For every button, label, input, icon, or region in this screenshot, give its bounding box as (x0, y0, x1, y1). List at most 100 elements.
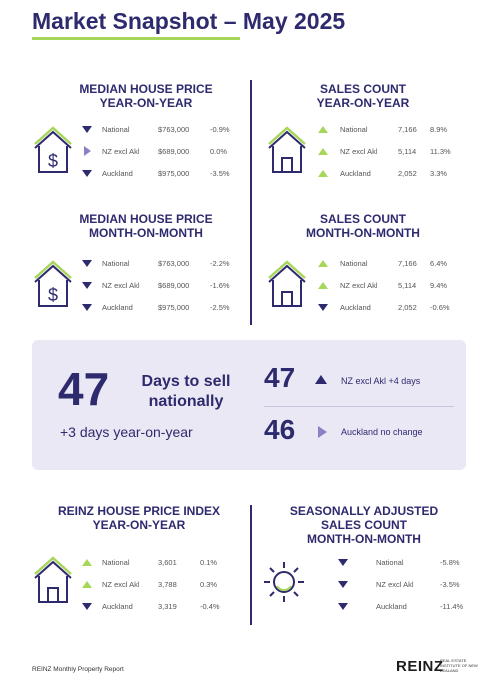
row-change: -0.4% (200, 601, 220, 611)
up-arrow-icon (80, 580, 94, 588)
table-row: National 7,166 6.4% (316, 256, 466, 270)
divider-bottom (250, 505, 252, 625)
down-arrow-icon (336, 558, 350, 566)
row-label: Auckland (340, 302, 371, 312)
nz-excl-akl-days-label: NZ excl Akl +4 days (341, 376, 421, 386)
table-row: Auckland $975,000 -2.5% (80, 300, 230, 314)
row-label: NZ excl Akl (376, 579, 414, 589)
row-change: -11.4% (440, 601, 464, 611)
reinz-logo-subtitle: REAL ESTATE INSTITUTE OF NEW ZEALAND (440, 658, 478, 673)
table-row: NZ excl Akl -3.5% (336, 577, 483, 591)
median-mom-title: MEDIAN HOUSE PRICE MONTH-ON-MONTH (79, 212, 213, 240)
table-row: NZ excl Akl $689,000 0.0% (80, 144, 230, 158)
row-value: 3,601 (158, 557, 177, 567)
row-value: 5,114 (398, 146, 417, 156)
row-label: Auckland (376, 601, 407, 611)
down-arrow-icon (80, 169, 94, 177)
divider-top (250, 80, 252, 325)
row-value: 7,166 (398, 124, 417, 134)
down-arrow-icon (80, 303, 94, 311)
down-arrow-icon (80, 125, 94, 133)
row-value: 2,052 (398, 302, 417, 312)
table-row: NZ excl Akl 3,788 0.3% (80, 577, 230, 591)
down-arrow-icon (80, 281, 94, 289)
row-change: 8.9% (430, 124, 448, 134)
sales-yoy-title: SALES COUNT YEAR-ON-YEAR (316, 82, 410, 110)
table-row: Auckland 2,052 -0.6% (316, 300, 466, 314)
row-label: National (102, 557, 130, 567)
row-value: $975,000 (158, 168, 190, 178)
row-value: $763,000 (158, 258, 190, 268)
row-label: NZ excl Akl (340, 280, 378, 290)
row-change: 0.0% (210, 146, 228, 156)
svg-text:$: $ (48, 285, 58, 305)
up-arrow-icon (316, 281, 330, 289)
down-arrow-icon (316, 303, 330, 311)
row-value: $689,000 (158, 280, 190, 290)
row-change: -0.9% (210, 124, 230, 134)
row-change: -2.5% (210, 302, 230, 312)
house-dollar-icon: $ (34, 260, 72, 307)
days-to-sell-panel: 47 Days to sell nationally +3 days year-… (32, 340, 466, 470)
panel-divider (264, 406, 454, 407)
row-value: 3,788 (158, 579, 177, 589)
auckland-days-number: 46 (264, 414, 296, 445)
row-label: NZ excl Akl (102, 280, 140, 290)
row-value: $763,000 (158, 124, 190, 134)
row-change: 0.1% (200, 557, 218, 567)
row-change: -3.5% (440, 579, 460, 589)
row-value: 5,114 (398, 280, 417, 290)
up-arrow-icon (316, 169, 330, 177)
row-change: 3.3% (430, 168, 448, 178)
hpi-yoy-title: REINZ HOUSE PRICE INDEX YEAR-ON-YEAR (57, 504, 221, 532)
row-label: Auckland (102, 302, 133, 312)
row-label: National (340, 124, 368, 134)
row-label: Auckland (102, 601, 133, 611)
table-row: Auckland $975,000 -3.5% (80, 166, 230, 180)
up-arrow-icon (316, 125, 330, 133)
row-label: National (102, 124, 130, 134)
row-label: Auckland (102, 168, 133, 178)
row-change: 0.3% (200, 579, 218, 589)
down-arrow-icon (80, 259, 94, 267)
row-label: National (102, 258, 130, 268)
title-underline (32, 37, 240, 40)
national-days-number: 47 (58, 363, 110, 415)
median-yoy-title: MEDIAN HOUSE PRICE YEAR-ON-YEAR (79, 82, 213, 110)
row-change: -1.6% (210, 280, 230, 290)
table-row: Auckland 3,319 -0.4% (80, 599, 230, 613)
house-dollar-icon: $ (34, 126, 72, 173)
sun-icon (264, 562, 304, 602)
reinz-logo: REINZ (396, 658, 444, 675)
auckland-days-label: Auckland no change (341, 427, 423, 437)
table-row: Auckland 2,052 3.3% (316, 166, 466, 180)
house-icon (34, 556, 72, 603)
row-label: NZ excl Akl (102, 146, 140, 156)
up-arrow-icon (316, 147, 330, 155)
sales-mom-title: SALES COUNT MONTH-ON-MONTH (306, 212, 420, 240)
down-arrow-icon (336, 602, 350, 610)
report-name: REINZ Monthly Property Report (32, 666, 124, 673)
table-row: National -5.8% (336, 555, 483, 569)
house-icon (268, 126, 306, 173)
house-icon (268, 260, 306, 307)
table-row: National $763,000 -2.2% (80, 256, 230, 270)
flat-arrow-icon (80, 146, 94, 156)
nz-excl-akl-days-number: 47 (264, 362, 296, 393)
table-row: National $763,000 -0.9% (80, 122, 230, 136)
row-label: Auckland (340, 168, 371, 178)
row-change: 11.3% (430, 146, 451, 156)
table-row: NZ excl Akl 5,114 9.4% (316, 278, 466, 292)
row-value: $975,000 (158, 302, 190, 312)
table-row: National 7,166 8.9% (316, 122, 466, 136)
row-value: 3,319 (158, 601, 177, 611)
row-change: -5.8% (440, 557, 460, 567)
row-value: 7,166 (398, 258, 417, 268)
table-row: NZ excl Akl $689,000 -1.6% (80, 278, 230, 292)
up-arrow-icon (80, 558, 94, 566)
row-change: 9.4% (430, 280, 448, 290)
table-row: NZ excl Akl 5,114 11.3% (316, 144, 466, 158)
row-label: NZ excl Akl (340, 146, 378, 156)
row-label: NZ excl Akl (102, 579, 140, 589)
national-days-label: Days to sell nationally (141, 373, 231, 410)
